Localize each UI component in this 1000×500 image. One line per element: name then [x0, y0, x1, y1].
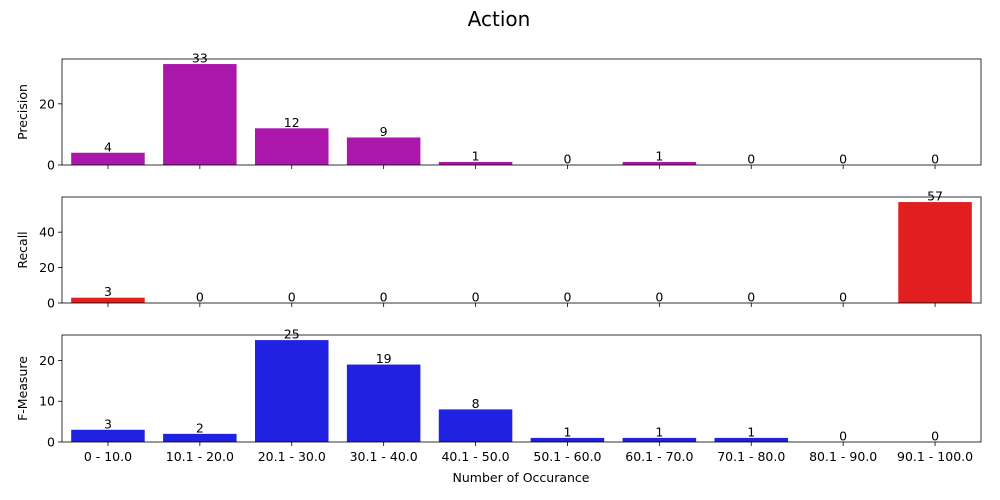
- bar-value-label: 3: [104, 416, 112, 431]
- bar-value-label: 57: [927, 189, 943, 204]
- bar-value-label: 0: [747, 290, 755, 305]
- y-tick-label: 0: [47, 158, 55, 173]
- bar: [438, 409, 513, 442]
- bar-value-label: 0: [655, 290, 663, 305]
- bar: [346, 364, 421, 442]
- bar: [254, 340, 329, 442]
- plot-frame: [61, 334, 982, 443]
- bar-value-label: 0: [563, 152, 571, 167]
- bar-value-label: 8: [472, 396, 480, 411]
- bar-value-label: 25: [284, 327, 300, 342]
- bar: [71, 297, 145, 303]
- x-tick-label: 70.1 - 80.0: [717, 449, 785, 464]
- plot-frame: [61, 196, 982, 304]
- bar: [71, 429, 145, 442]
- bar-value-label: 0: [839, 152, 847, 167]
- bar-value-label: 0: [747, 152, 755, 167]
- bar-value-label: 1: [747, 424, 755, 439]
- bar: [254, 128, 329, 165]
- y-tick-label: 10: [39, 394, 55, 409]
- bar-value-label: 0: [563, 290, 571, 305]
- x-tick-label: 40.1 - 50.0: [441, 449, 509, 464]
- x-tick-label: 90.1 - 100.0: [897, 449, 973, 464]
- y-axis-label: Recall: [15, 231, 30, 268]
- bar: [71, 152, 145, 165]
- bar: [346, 137, 421, 165]
- x-tick-label: 0 - 10.0: [84, 449, 132, 464]
- x-tick-label: 30.1 - 40.0: [350, 449, 418, 464]
- y-tick-label: 20: [39, 260, 55, 275]
- bar-value-label: 4: [104, 139, 112, 154]
- chart-title: Action: [468, 7, 531, 31]
- bar-value-label: 0: [196, 290, 204, 305]
- y-tick-label: 20: [39, 353, 55, 368]
- x-tick-label: 20.1 - 30.0: [258, 449, 326, 464]
- bar-value-label: 19: [376, 351, 392, 366]
- bar-value-label: 1: [655, 424, 663, 439]
- y-tick-label: 40: [39, 225, 55, 240]
- bar: [438, 161, 513, 165]
- y-axis-label: Precision: [15, 84, 30, 140]
- bar: [163, 433, 237, 442]
- panel-recall: 3 0 0 0 0 0 0 0 0 57 0 20 40 Recall: [15, 189, 982, 311]
- x-tick-label: 10.1 - 20.0: [166, 449, 234, 464]
- bar: [714, 437, 789, 442]
- bar-value-label: 0: [839, 290, 847, 305]
- bar-value-label: 0: [472, 290, 480, 305]
- panel-precision: 4 33 12 9 1 0 1 0 0 0 0 20 Precision: [15, 51, 982, 173]
- bar-value-label: 33: [192, 51, 208, 66]
- y-tick-label: 20: [39, 96, 55, 111]
- bar-value-label: 1: [563, 424, 571, 439]
- panel-f-measure: 3 0 - 10.0 2 10.1 - 20.0 25 20.1 - 30.0 19 30.1…: [15, 327, 982, 464]
- bar-value-label: 0: [288, 290, 296, 305]
- bar: [530, 437, 605, 442]
- bar: [163, 64, 237, 165]
- x-tick-label: 50.1 - 60.0: [533, 449, 601, 464]
- bar-value-label: 1: [655, 148, 663, 163]
- y-tick-label: 0: [47, 296, 55, 311]
- bar-value-label: 12: [284, 115, 300, 130]
- bar: [898, 202, 972, 303]
- x-tick-label: 80.1 - 90.0: [809, 449, 877, 464]
- bar-value-label: 9: [380, 124, 388, 139]
- y-axis-label: F-Measure: [15, 356, 30, 421]
- x-axis-label: Number of Occurance: [453, 470, 590, 485]
- bar: [622, 161, 697, 165]
- bar: [622, 437, 697, 442]
- plot-frame: [61, 58, 982, 166]
- y-tick-label: 0: [47, 435, 55, 450]
- bar-value-label: 0: [931, 152, 939, 167]
- bar-value-label: 1: [472, 148, 480, 163]
- bar-value-label: 0: [839, 429, 847, 444]
- bar-value-label: 0: [380, 290, 388, 305]
- bar-value-label: 2: [196, 420, 204, 435]
- x-tick-label: 60.1 - 70.0: [625, 449, 693, 464]
- bar-value-label: 3: [104, 284, 112, 299]
- bar-value-label: 0: [931, 429, 939, 444]
